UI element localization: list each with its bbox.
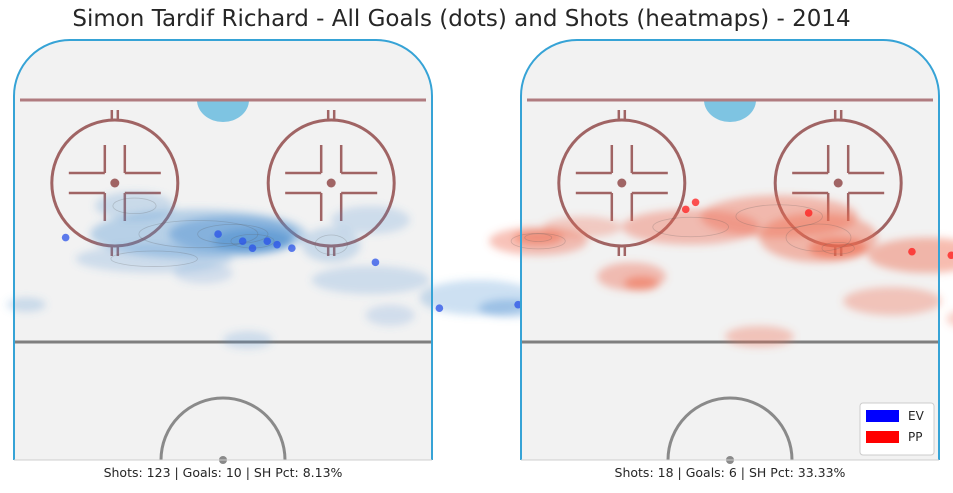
goal-dot — [263, 237, 272, 245]
heat-blob — [331, 205, 410, 235]
heat-blob — [843, 287, 942, 316]
faceoff-circle-left — [557, 118, 687, 248]
goal-crease — [197, 100, 249, 122]
heat-blob — [725, 325, 794, 348]
rink-ice — [521, 40, 939, 460]
goal-dot — [238, 237, 247, 245]
goal-dot — [371, 258, 380, 267]
goal-dot — [61, 233, 70, 242]
center-circle — [666, 396, 794, 461]
heat-blob — [223, 331, 273, 349]
rink-boards — [520, 39, 940, 460]
faceoff-dot — [326, 178, 336, 188]
shot-heatmap — [489, 195, 953, 348]
heat-contour — [138, 220, 259, 249]
goal-dot — [248, 244, 257, 252]
goal-dot — [273, 240, 281, 249]
heat-blob — [513, 230, 563, 245]
goal-dot — [908, 247, 916, 256]
legend-label-pp: PP — [908, 430, 922, 444]
heat-blob — [946, 312, 953, 326]
goal-crease — [704, 100, 756, 122]
heat-contour — [524, 233, 553, 242]
heat-blob — [624, 276, 659, 291]
heat-blob — [867, 237, 953, 273]
faceoff-dot — [110, 178, 120, 188]
heat-blob — [365, 304, 415, 326]
heat-contour — [110, 250, 198, 267]
heat-contour — [510, 232, 566, 250]
rink-panel-ev: Shots: 123 | Goals: 10 | SH Pct: 8.13% — [6, 39, 538, 480]
heat-blob — [6, 297, 46, 312]
heat-contour — [197, 223, 269, 245]
faceoff-dot — [617, 178, 627, 188]
goal-dot — [435, 304, 444, 313]
heat-contour — [821, 241, 855, 255]
heat-contour — [652, 216, 729, 238]
chart-title: Simon Tardif Richard - All Goals (dots) … — [72, 6, 851, 32]
legend: EV PP — [859, 402, 935, 456]
legend-swatch-ev — [866, 410, 899, 422]
rink-boards — [13, 39, 433, 460]
panel-caption: Shots: 123 | Goals: 10 | SH Pct: 8.13% — [104, 465, 343, 480]
goal-dot — [804, 209, 813, 217]
panel-caption: Shots: 18 | Goals: 6 | SH Pct: 33.33% — [615, 465, 846, 480]
heat-blob — [213, 228, 292, 254]
legend-label-ev: EV — [908, 409, 925, 423]
faceoff-dot — [833, 178, 843, 188]
heat-contour — [785, 223, 852, 252]
heat-blob — [543, 216, 622, 238]
heat-blob — [311, 265, 430, 295]
heat-blob — [808, 237, 868, 259]
goal-dot — [514, 300, 522, 309]
heat-contour — [735, 204, 823, 229]
goal-dot — [691, 198, 700, 207]
heat-blob — [301, 227, 361, 263]
heat-contour — [112, 197, 157, 215]
goal-dot — [681, 205, 690, 214]
heat-blob — [173, 262, 233, 284]
heat-contour — [314, 234, 348, 255]
legend-swatch-pp — [866, 431, 899, 443]
goal-dot — [288, 244, 296, 252]
center-circle — [159, 396, 287, 461]
goal-dot — [214, 230, 222, 238]
rink-panel-pp: Shots: 18 | Goals: 6 | SH Pct: 33.33% — [489, 39, 953, 480]
goal-dot — [947, 251, 953, 260]
